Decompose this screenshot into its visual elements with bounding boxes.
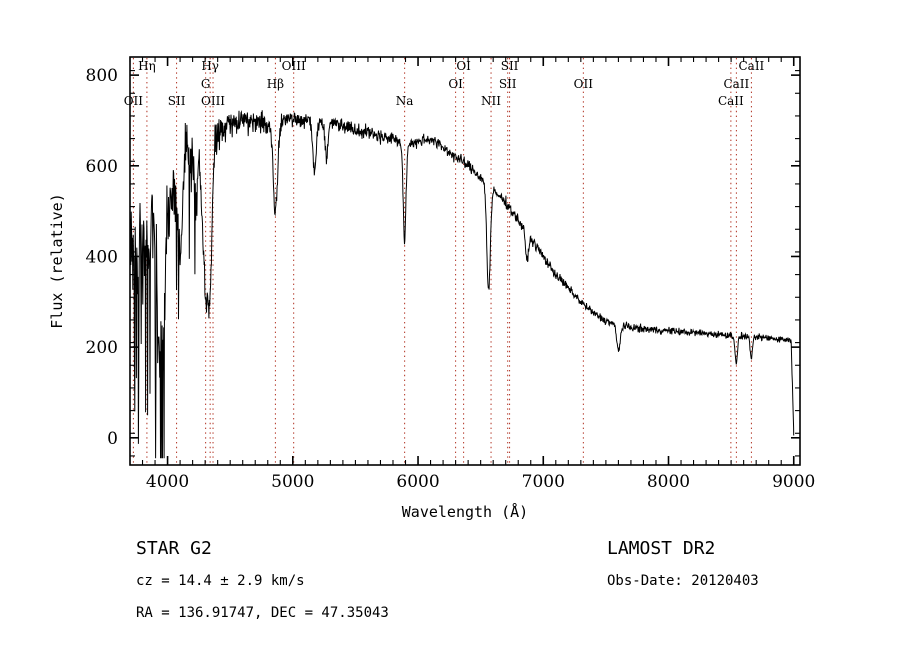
line-label-OI: OI (448, 77, 463, 91)
plot-frame (129, 56, 801, 466)
y-tick-label: 0 (107, 429, 118, 449)
y-tick-label: 400 (86, 247, 118, 267)
line-label-SII: SII (499, 77, 517, 91)
line-label-SII: SII (168, 94, 186, 108)
x-tick-label: 4000 (146, 472, 189, 492)
y-tick-label: 600 (86, 157, 118, 177)
line-label-CaII: CaII (723, 77, 749, 91)
x-tick-label: 8000 (647, 472, 690, 492)
line-label-NII: NII (481, 94, 501, 108)
y-tick-label: 800 (86, 66, 118, 86)
spectrum-trace (129, 109, 795, 459)
line-label-OII: OII (574, 77, 594, 91)
x-tick-label: 9000 (772, 472, 815, 492)
line-label-OII: OII (124, 94, 144, 108)
line-label-Na: Na (396, 94, 414, 108)
y-tick-label: 200 (86, 338, 118, 358)
metadata-survey: LAMOST DR2 (607, 538, 716, 559)
metadata-obs-date: Obs-Date: 20120403 (607, 573, 759, 589)
line-label-H: Hβ (267, 77, 284, 91)
line-label-H: Hη (138, 59, 156, 73)
metadata-object-class: STAR G2 (136, 538, 212, 559)
line-label-SII: SII (501, 59, 519, 73)
x-tick-label: 5000 (271, 472, 314, 492)
line-label-H: Hγ (201, 59, 219, 73)
line-label-OIII: OIII (201, 94, 225, 108)
line-label-G: G (201, 77, 211, 91)
line-label-CaII: CaII (738, 59, 764, 73)
line-label-CaII: CaII (718, 94, 744, 108)
x-axis-label: Wavelength (Å) (402, 502, 528, 521)
metadata-coordinates: RA = 136.91747, DEC = 47.35043 (136, 605, 389, 621)
x-tick-label: 6000 (396, 472, 439, 492)
line-label-OIII: OIII (282, 59, 306, 73)
line-label-OI: OI (456, 59, 471, 73)
x-tick-label: 7000 (522, 472, 565, 492)
y-axis-label: Flux (relative) (48, 193, 66, 328)
metadata-redshift: cz = 14.4 ± 2.9 km/s (136, 573, 305, 589)
